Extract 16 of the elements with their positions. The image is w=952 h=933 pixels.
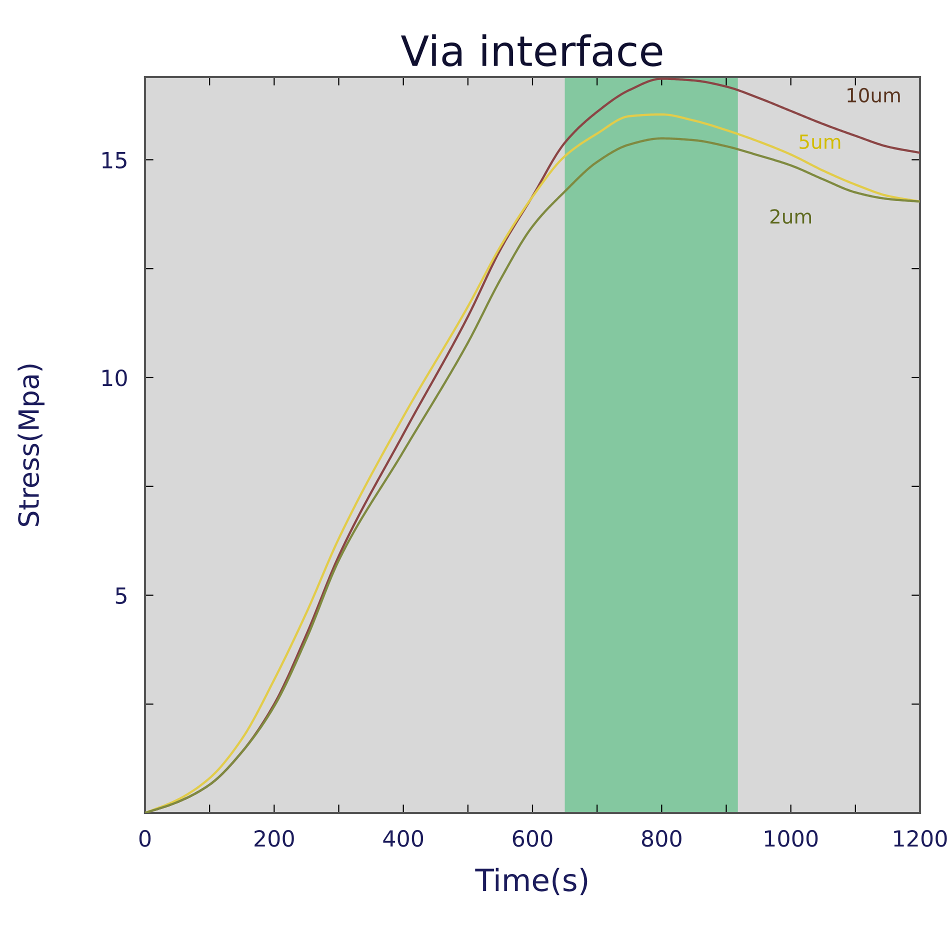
- series-label: 5um: [800, 134, 840, 150]
- series-label: 2um: [770, 209, 811, 224]
- series-label: 10um: [848, 88, 900, 103]
- x-tick-label: 800: [642, 830, 682, 847]
- y-tick-label: 10: [102, 369, 127, 386]
- y-tick-label: 15: [102, 152, 126, 169]
- x-tick-label: 1000: [764, 830, 818, 847]
- x-tick-label: 200: [254, 830, 294, 847]
- x-tick-label: 600: [512, 830, 552, 847]
- x-tick-label: 1200: [894, 830, 947, 847]
- x-tick-label: 400: [383, 830, 424, 847]
- x-tick-label: 0: [139, 830, 151, 847]
- y-axis-title: Stress(Mpa): [18, 364, 44, 526]
- y-tick-label: 5: [116, 587, 126, 604]
- chart-title: Via interface: [400, 34, 662, 66]
- x-axis-title: Time(s): [475, 868, 588, 896]
